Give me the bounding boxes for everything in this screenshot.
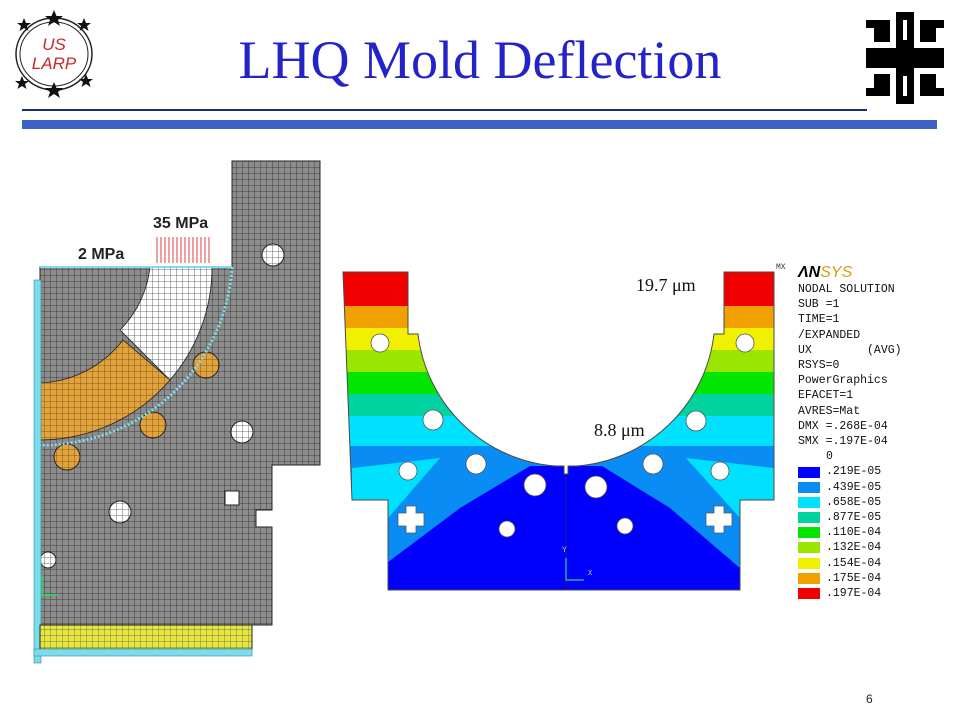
page-number: 6: [866, 692, 873, 706]
legend-line: DMX =.268E-04: [798, 419, 888, 433]
legend-level-row: .110E-04: [798, 525, 938, 540]
pressure-2-label: 2 MPa: [78, 246, 125, 263]
ansys-legend: ΛNSYS NODAL SOLUTION SUB =1 TIME=1 /EXPA…: [798, 264, 938, 601]
legend-level-label: .154E-04: [826, 556, 882, 570]
legend-level-label: .219E-05: [826, 465, 882, 479]
page-title: LHQ Mold Deflection: [238, 30, 722, 90]
legend-level-row: .658E-05: [798, 495, 938, 510]
legend-level-label: .197E-04: [826, 586, 882, 600]
logo-us-text: US: [42, 35, 66, 54]
legend-level-label: 0: [826, 450, 833, 464]
legend-line: RSYS=0: [798, 359, 840, 373]
deflection-mid-annotation: 8.8 μm: [594, 420, 645, 440]
legend-swatch: [798, 572, 820, 584]
deflection-top-annotation: 19.7 μm: [636, 275, 696, 295]
star-icons: [15, 10, 93, 98]
axis-y-label: Y: [562, 546, 567, 555]
us-larp-logo: US LARP: [15, 10, 93, 98]
legend-line: SMX =.197E-04: [798, 435, 888, 449]
legend-level-label: .132E-04: [826, 541, 882, 555]
left-fe-mesh-model: [33, 160, 321, 664]
legend-line: EFACET=1: [798, 389, 854, 403]
legend-swatch: [798, 466, 820, 478]
mx-marker-label: MX: [776, 263, 786, 272]
legend-level-label: .439E-05: [826, 480, 882, 494]
legend-swatch: [798, 588, 820, 600]
legend-swatch: [798, 557, 820, 569]
legend-level-row: .197E-04: [798, 586, 938, 601]
legend-line: UX (AVG): [798, 343, 902, 357]
legend-line: SUB =1: [798, 298, 840, 312]
legend-level-row: .154E-04: [798, 556, 938, 571]
right-contour-model: Y X: [342, 271, 775, 591]
fermilab-logo: [866, 12, 944, 104]
legend-level-label: .658E-05: [826, 495, 882, 509]
header-rule-thin: [22, 109, 867, 111]
legend-swatch: [798, 496, 820, 508]
legend-swatch: [798, 527, 820, 539]
legend-line: /EXPANDED: [798, 328, 861, 342]
legend-swatch: [798, 512, 820, 524]
legend-level-row: .439E-05: [798, 480, 938, 495]
legend-level-label: .110E-04: [826, 526, 882, 540]
legend-level-row: .219E-05: [798, 464, 938, 479]
legend-swatch: [798, 481, 820, 493]
legend-line: AVRES=Mat: [798, 404, 861, 418]
legend-level-row: .175E-04: [798, 571, 938, 586]
legend-swatch: [798, 542, 820, 554]
legend-line: NODAL SOLUTION: [798, 283, 895, 296]
legend-level-row: 0: [798, 449, 938, 464]
axis-x-label: X: [588, 570, 593, 578]
pressure-35-label: 35 MPa: [153, 215, 209, 232]
legend-line: TIME=1: [798, 313, 840, 327]
logo-larp-text: LARP: [32, 54, 77, 73]
legend-level-row: .132E-04: [798, 540, 938, 555]
legend-level-label: .175E-04: [826, 571, 882, 585]
legend-level-row: .877E-05: [798, 510, 938, 525]
legend-line: PowerGraphics: [798, 374, 888, 388]
header-rule: [22, 120, 937, 129]
ansys-logo: ΛNSYS: [798, 264, 853, 281]
legend-level-label: .877E-05: [826, 510, 882, 524]
